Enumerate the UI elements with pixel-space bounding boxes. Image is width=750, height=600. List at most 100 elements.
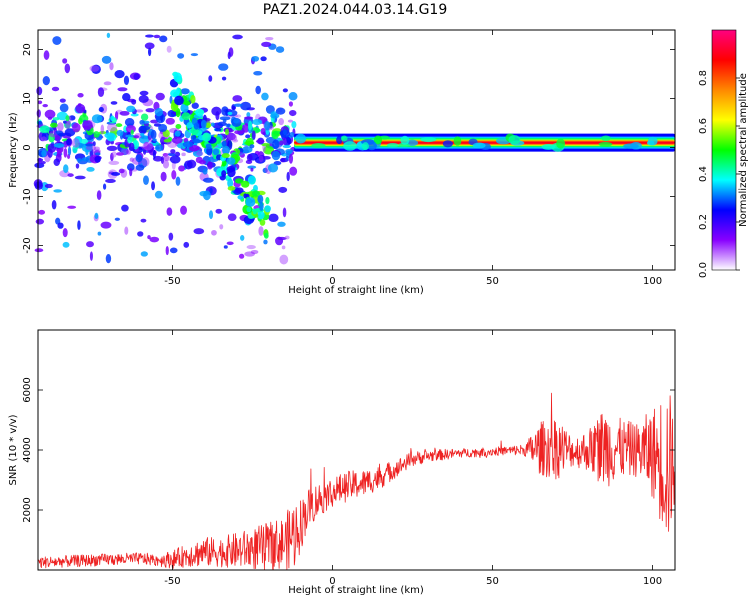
spectrogram-blob: [158, 123, 168, 133]
spectral-tone-blob: [623, 143, 639, 149]
spectrogram-blob: [282, 207, 287, 218]
spectrogram-blob: [97, 87, 105, 98]
spectrogram-blob: [242, 146, 253, 153]
spectrogram-frame: [37, 29, 676, 271]
spectrogram-blob: [180, 205, 188, 215]
spectrogram-blob: [196, 151, 204, 157]
spectrogram-blob: [183, 241, 190, 248]
spectrogram-blob: [123, 75, 130, 86]
spectrogram-blob: [138, 95, 149, 103]
spectrogram-blob: [225, 128, 229, 136]
spectrogram-blob: [124, 118, 135, 127]
spectral-tone-blob: [311, 142, 326, 149]
spectrogram-blob: [52, 36, 62, 45]
spectrogram-blob: [221, 153, 230, 159]
colorbar-label: Normalized spectral amplitude: [738, 73, 749, 227]
spectrogram-blob: [137, 231, 144, 237]
spectrogram-blob: [36, 109, 41, 118]
spectrogram-blob: [190, 135, 196, 141]
spectrogram-blob: [255, 139, 265, 144]
spectrogram-blob: [169, 155, 181, 164]
snr-y-ticks: 2000 4000 6000: [22, 377, 675, 523]
colorbar: 0.0 0.2 0.4 0.6 0.8 Normalized spectral ampl…: [698, 29, 749, 278]
spectrogram-blob: [232, 138, 239, 143]
spectrogram-blob: [67, 146, 72, 156]
spectrogram-blob: [203, 190, 211, 201]
spectrogram-blob: [246, 112, 251, 118]
spectrogram-blob: [245, 197, 256, 207]
y-tick-label: 10: [22, 92, 33, 105]
spectrogram-blob: [106, 145, 118, 151]
spectrogram-blob: [170, 89, 180, 98]
spectrogram-blob: [227, 213, 237, 221]
spectrogram-blob: [102, 183, 107, 190]
spectrogram-blob: [126, 163, 135, 171]
spectrogram-blob: [145, 34, 154, 38]
spectrogram-blob: [92, 141, 96, 147]
chart-title: PAZ1.2024.044.03.14.G19: [263, 2, 448, 18]
spectrogram-blob: [65, 120, 71, 130]
spectrogram-blob: [278, 118, 284, 126]
spectrogram-blob: [140, 218, 147, 223]
spectrogram-blob: [202, 168, 208, 175]
spectrogram-blob: [105, 253, 112, 264]
x-tick-label: -50: [164, 276, 180, 287]
spectrogram-blob: [42, 76, 50, 86]
spectral-tone-blob: [366, 141, 377, 151]
spectrogram-blob: [85, 145, 97, 151]
spectrogram-blob: [282, 88, 288, 93]
spectrogram-blob: [208, 210, 214, 220]
spectrogram-blob: [130, 129, 134, 135]
spectrogram-blob: [240, 101, 252, 111]
spectrogram-blob: [181, 112, 191, 121]
spectrogram-blob: [135, 109, 144, 113]
spectrogram-blob: [260, 56, 267, 62]
spectrogram-blob: [240, 234, 245, 241]
colorbar-tick-label: 0.2: [698, 214, 709, 230]
spectrogram-blob: [163, 154, 170, 162]
spectrogram-blob: [232, 34, 243, 40]
spectrogram-blob: [264, 205, 271, 213]
spectrogram-blob: [219, 224, 224, 230]
x-tick-label: -50: [164, 576, 180, 587]
spectrogram-blob: [89, 251, 93, 261]
spectrogram-blob: [235, 114, 242, 118]
x-tick-label: 100: [643, 576, 662, 587]
spectrogram-blob: [247, 175, 256, 185]
spectrogram-blob: [271, 150, 281, 161]
spectrogram-blob: [98, 107, 104, 113]
spectrogram-blob: [257, 210, 265, 220]
spectrogram-blob: [261, 41, 272, 47]
spectrogram-blob: [110, 115, 115, 122]
spectrogram-blob: [139, 90, 149, 96]
spectrogram-blob: [288, 153, 294, 164]
spectrogram-blob: [63, 148, 68, 158]
spectrogram-blob: [286, 171, 290, 182]
spectral-tone-blob: [556, 138, 566, 149]
spectrogram-blob: [128, 142, 135, 152]
spectrogram-blob: [96, 190, 102, 201]
spectrogram-blob: [250, 167, 254, 172]
spectrogram-blob: [247, 165, 257, 169]
spectrogram-blob: [125, 134, 135, 138]
spectrogram-blob: [57, 122, 64, 132]
spectrogram-blob: [193, 228, 205, 235]
spectrogram-blob: [259, 202, 264, 212]
spectrogram-blob: [243, 116, 254, 120]
spectrogram-blob: [291, 120, 297, 129]
spectrogram-blob: [74, 175, 86, 180]
spectrogram-blob: [171, 170, 177, 180]
spectrogram-blob: [180, 88, 190, 95]
spectrogram-blob: [241, 122, 250, 133]
spectrogram-blob: [190, 53, 199, 57]
spectrogram-blob: [217, 121, 227, 127]
spectrogram-blob: [147, 235, 151, 240]
spectrogram-blob: [85, 143, 94, 147]
spectrogram-blob: [177, 53, 185, 59]
spectrogram-blob: [215, 208, 223, 214]
spectrogram-blob: [117, 87, 128, 92]
spectrogram-blob: [227, 186, 236, 191]
spectrogram-blob: [246, 153, 253, 162]
spectrogram-blob: [52, 117, 60, 121]
spectrogram-blob: [154, 144, 164, 152]
